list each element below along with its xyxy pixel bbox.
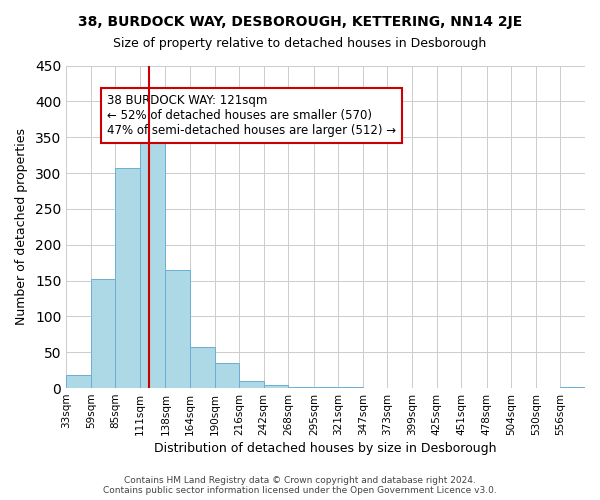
Bar [166, 270, 190, 388]
Bar [115, 168, 140, 388]
Text: Contains HM Land Registry data © Crown copyright and database right 2024.
Contai: Contains HM Land Registry data © Crown c… [103, 476, 497, 495]
Bar [140, 143, 166, 388]
X-axis label: Distribution of detached houses by size in Desborough: Distribution of detached houses by size … [154, 442, 497, 455]
Y-axis label: Number of detached properties: Number of detached properties [15, 128, 28, 326]
Text: 38, BURDOCK WAY, DESBOROUGH, KETTERING, NN14 2JE: 38, BURDOCK WAY, DESBOROUGH, KETTERING, … [78, 15, 522, 29]
Bar [215, 363, 239, 388]
Bar [190, 347, 215, 388]
Text: 38 BURDOCK WAY: 121sqm
← 52% of detached houses are smaller (570)
47% of semi-de: 38 BURDOCK WAY: 121sqm ← 52% of detached… [107, 94, 396, 137]
Text: Size of property relative to detached houses in Desborough: Size of property relative to detached ho… [113, 38, 487, 51]
Bar [288, 386, 314, 388]
Bar [91, 279, 115, 388]
Bar [560, 386, 585, 388]
Bar [263, 385, 288, 388]
Bar [239, 381, 263, 388]
Bar [66, 375, 91, 388]
